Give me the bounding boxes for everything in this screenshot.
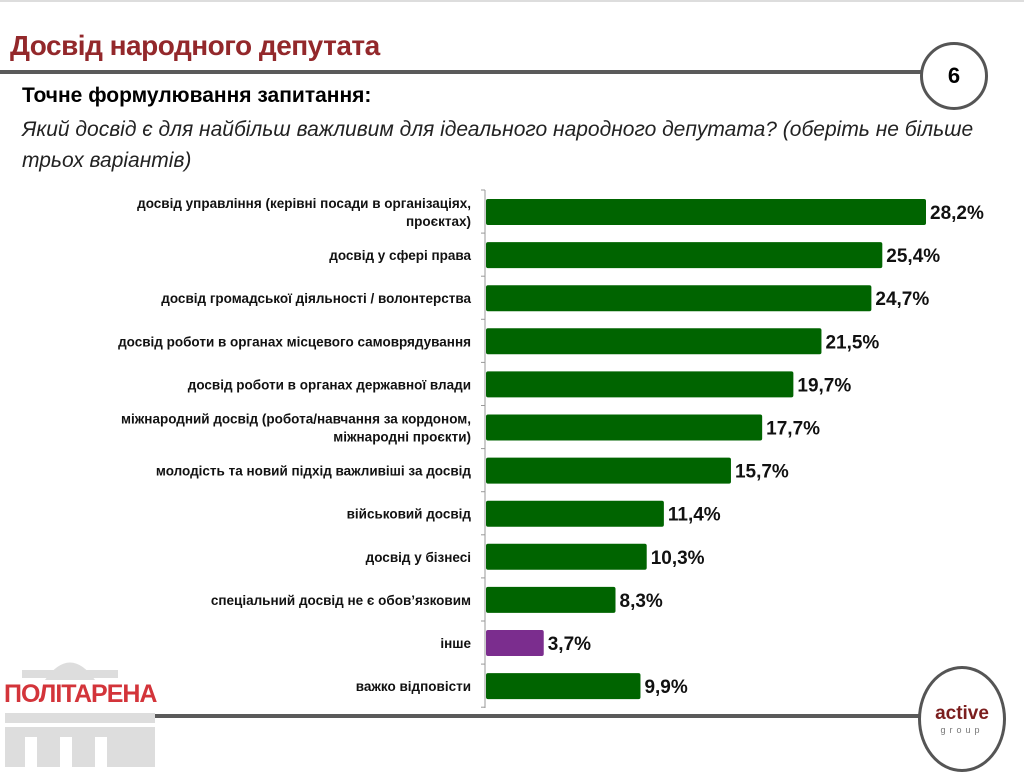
bar — [486, 285, 872, 312]
category-label: досвід у сфері права — [329, 248, 471, 263]
footer-divider — [155, 714, 930, 718]
data-label: 21,5% — [825, 332, 879, 353]
bar — [486, 242, 883, 269]
data-label: 15,7% — [735, 462, 789, 483]
data-label: 8,3% — [620, 591, 663, 612]
data-label: 10,3% — [651, 548, 705, 569]
top-border — [0, 0, 1024, 2]
data-label: 11,4% — [668, 505, 721, 526]
bar — [486, 630, 544, 656]
category-label: міжнародний досвід (робота/навчання за к… — [121, 412, 471, 427]
bar — [486, 500, 664, 527]
bar — [486, 457, 731, 484]
bar — [486, 371, 794, 398]
bar — [486, 673, 641, 700]
active-group-logo: active group — [918, 666, 1006, 772]
category-label: досвід роботи в органах державної влади — [188, 377, 471, 392]
data-label: 28,2% — [930, 203, 984, 224]
bar — [486, 414, 763, 441]
data-label: 24,7% — [875, 289, 929, 310]
category-label: міжнародні проєкти) — [333, 430, 471, 445]
bar — [486, 199, 926, 225]
category-label: досвід роботи в органах місцевого самовр… — [118, 334, 471, 349]
category-label: досвід у бізнесі — [366, 550, 471, 565]
parliament-building-icon — [5, 662, 155, 767]
data-label: 19,7% — [797, 375, 851, 396]
category-label: військовий досвід — [347, 507, 472, 522]
logo-subtext: group — [940, 725, 984, 735]
category-label: спеціальний досвід не є обов’язковим — [211, 593, 471, 608]
question-heading: Точне формулювання запитання: — [22, 84, 372, 107]
header-divider — [0, 70, 930, 74]
category-label: важко відповісти — [356, 679, 471, 694]
data-label: 17,7% — [766, 419, 820, 440]
category-label: досвід управління (керівні посади в орга… — [137, 196, 471, 211]
category-label: інше — [440, 636, 471, 651]
page-number: 6 — [920, 42, 988, 110]
category-label: молодість та новий підхід важливіші за д… — [156, 464, 472, 479]
question-text: Який досвід є для найбільш важливим для … — [22, 118, 974, 172]
logo-text: active — [935, 703, 989, 724]
bar — [486, 586, 616, 613]
politarena-logo: ПОЛІТАРЕНА — [0, 640, 160, 767]
data-label: 3,7% — [548, 634, 591, 655]
data-label: 25,4% — [886, 246, 940, 267]
data-label: 9,9% — [644, 677, 687, 698]
bar — [486, 328, 822, 355]
bar — [486, 543, 647, 570]
category-label: проєктах) — [406, 214, 471, 229]
politarena-logo-text: ПОЛІТАРЕНА — [4, 680, 157, 708]
category-label: досвід громадської діяльності / волонтер… — [161, 291, 471, 306]
page-title: Досвід народного депутата — [10, 30, 380, 61]
